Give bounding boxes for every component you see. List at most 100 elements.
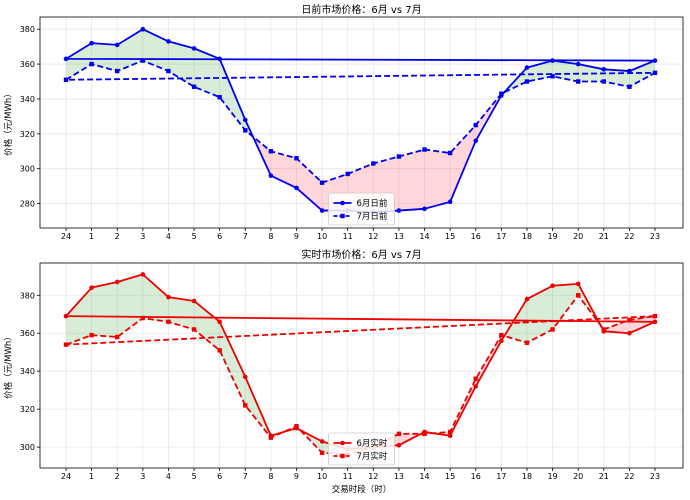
- x-axis: 24 1 2 3 4 5 6 7 8 9 10 11 12 13 14 15 16 17 18 19 20 21 22 23: [61, 228, 660, 241]
- x-axis-label: 交易时段（时）: [332, 484, 392, 495]
- series-2: [63, 58, 658, 185]
- y-tick-label: 380: [20, 291, 35, 300]
- legend-label: 6月日前: [357, 198, 388, 209]
- legend-box: [328, 432, 395, 466]
- data-point: [294, 156, 299, 161]
- fill-segment: [283, 426, 297, 432]
- chart-title: 实时市场价格：6月 vs 7月: [301, 248, 421, 261]
- fill-segment: [91, 43, 118, 72]
- fill-segment: [526, 285, 553, 343]
- fill-segment: [270, 151, 297, 188]
- fill-segment: [450, 125, 476, 202]
- data-point: [115, 334, 120, 340]
- data-point: [652, 58, 658, 63]
- fill-segment: [219, 58, 246, 131]
- data-point: [166, 39, 171, 44]
- data-point: [345, 171, 350, 177]
- data-point: [319, 450, 325, 456]
- data-point: [447, 429, 453, 435]
- data-point: [115, 68, 120, 74]
- x-tick-label: 4: [166, 472, 171, 481]
- x-tick-label: 22: [624, 232, 634, 241]
- x-tick-label: 16: [471, 472, 481, 481]
- fill-between: [66, 274, 655, 455]
- fill-segment: [219, 321, 246, 406]
- x-tick-label: 20: [573, 472, 583, 481]
- x-tick-label: 3: [140, 472, 145, 481]
- y-tick-label: 340: [20, 367, 35, 376]
- plot-frame: [39, 262, 684, 469]
- data-point: [601, 79, 606, 84]
- fill-segment: [194, 300, 220, 351]
- data-point: [473, 384, 479, 389]
- x-tick-label: 9: [294, 232, 299, 241]
- data-point: [524, 65, 530, 70]
- data-point: [499, 332, 504, 338]
- data-point: [524, 296, 530, 302]
- legend: 6月实时 7月实时: [328, 432, 395, 466]
- chart-title: 日前市场价格：6月 vs 7月: [301, 3, 421, 16]
- data-point: [140, 26, 146, 32]
- legend-marker: [340, 453, 345, 459]
- data-point: [396, 154, 402, 159]
- x-tick-label: 2: [115, 232, 120, 241]
- x-tick-label: 8: [268, 472, 273, 481]
- x-tick-label: 21: [599, 232, 609, 241]
- x-tick-label: 9: [294, 472, 299, 481]
- x-tick-label: 23: [650, 472, 660, 481]
- legend-label: 6月实时: [357, 438, 388, 449]
- data-point: [243, 128, 248, 133]
- data-point: [550, 327, 555, 332]
- fill-segment: [117, 29, 143, 72]
- fill-segment: [168, 297, 195, 330]
- data-point: [217, 95, 222, 100]
- fill-segment: [603, 69, 630, 87]
- data-point: [575, 281, 581, 287]
- data-point: [217, 319, 222, 325]
- data-point: [114, 279, 120, 285]
- data-point: [550, 58, 555, 63]
- data-point: [89, 332, 94, 338]
- data-point: [627, 330, 632, 336]
- data-point: [550, 74, 555, 79]
- x-tick-label: 12: [368, 472, 378, 481]
- data-point: [601, 67, 607, 72]
- data-point: [524, 79, 530, 84]
- legend-label: 7月实时: [357, 451, 388, 462]
- y-axis-label: 价格（元/MWh）: [3, 332, 14, 399]
- data-point: [242, 374, 248, 380]
- x-tick-label: 14: [419, 232, 429, 241]
- y-tick-label: 300: [20, 443, 35, 452]
- data-point: [652, 313, 658, 319]
- x-tick-label: 8: [268, 232, 273, 241]
- data-point: [268, 435, 274, 440]
- y-tick-label: 360: [20, 329, 35, 338]
- data-point: [396, 431, 402, 437]
- data-point: [191, 327, 197, 332]
- data-point: [191, 46, 197, 51]
- data-point: [89, 40, 94, 46]
- data-point: [191, 298, 197, 304]
- fill-segment: [66, 43, 92, 80]
- data-point: [242, 117, 248, 123]
- x-tick-label: 1: [89, 472, 94, 481]
- data-point: [268, 149, 274, 154]
- data-point: [652, 319, 658, 325]
- data-point: [243, 403, 248, 408]
- x-tick-label: 14: [419, 472, 429, 481]
- x-tick-label: 4: [166, 232, 171, 241]
- x-tick-label: 5: [191, 232, 196, 241]
- data-point: [63, 313, 69, 319]
- x-tick-label: 15: [445, 232, 455, 241]
- data-point: [550, 283, 555, 289]
- legend-box: [328, 192, 395, 226]
- x-tick-label: 11: [343, 472, 353, 481]
- data-point: [63, 77, 69, 82]
- y-tick-label: 380: [20, 25, 35, 34]
- data-point: [319, 208, 325, 213]
- y-tick-label: 300: [20, 165, 35, 174]
- data-point: [166, 68, 171, 74]
- x-tick-label: 1: [89, 232, 94, 241]
